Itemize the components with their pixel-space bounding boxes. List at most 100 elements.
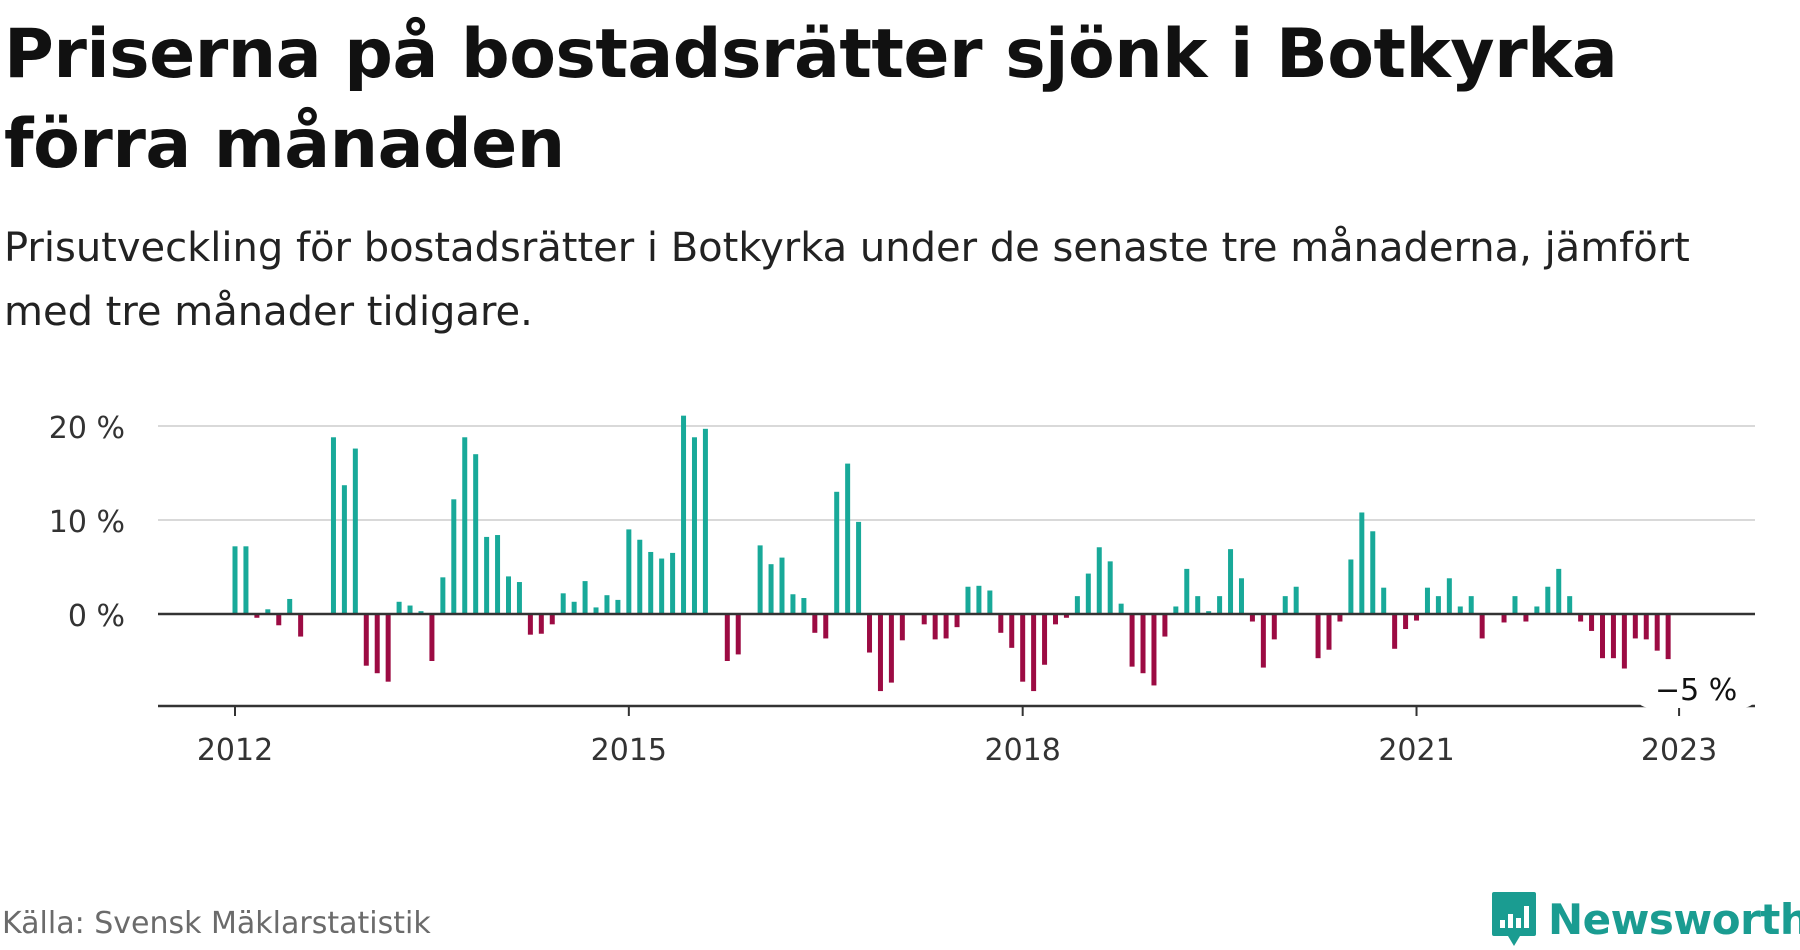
bar xyxy=(1085,573,1091,614)
chart-title: Priserna på bostadsrätter sjönk i Botkyr… xyxy=(4,15,1618,184)
bar xyxy=(1348,559,1354,614)
bar xyxy=(823,614,829,639)
bar xyxy=(385,614,391,682)
bar xyxy=(1370,531,1376,614)
bar xyxy=(1260,614,1266,668)
bar xyxy=(560,593,566,614)
bar xyxy=(1195,596,1201,614)
y-tick-label: 10 % xyxy=(49,505,125,540)
bar xyxy=(1053,614,1058,625)
bar xyxy=(462,437,468,614)
bar xyxy=(1173,606,1179,614)
bar xyxy=(538,614,544,634)
bar xyxy=(812,614,818,633)
bar xyxy=(407,605,413,614)
bar xyxy=(1271,614,1277,640)
bar xyxy=(440,577,446,614)
bar xyxy=(516,582,522,614)
bar xyxy=(954,614,960,628)
bar-chart: 0 % 10 % 20 % 2012 2015 2018 2021 2023 −5 % xyxy=(49,411,1759,768)
bar xyxy=(998,614,1004,633)
last-value-label-bg xyxy=(1634,670,1759,708)
bar xyxy=(1479,614,1485,639)
bar xyxy=(1392,614,1398,649)
last-value-label: −5 % xyxy=(1655,673,1737,708)
bar xyxy=(1096,547,1102,614)
brand-name: Newsworthy xyxy=(1548,894,1800,944)
bar xyxy=(1556,568,1562,614)
bar xyxy=(429,614,435,661)
bar xyxy=(330,437,336,614)
bar xyxy=(1578,614,1584,622)
bar xyxy=(757,545,763,614)
bar xyxy=(1435,596,1441,614)
x-tick-label: 2012 xyxy=(197,733,273,768)
bar xyxy=(451,499,457,614)
bar xyxy=(549,614,555,625)
bar xyxy=(604,595,610,614)
bar xyxy=(1107,561,1113,614)
bar xyxy=(1589,614,1595,631)
bar xyxy=(1446,578,1452,614)
brand-logo[interactable]: Newsworthy xyxy=(1490,888,1800,950)
bar xyxy=(1468,596,1474,614)
bar xyxy=(1238,578,1244,614)
bar xyxy=(527,614,533,635)
bar xyxy=(867,614,873,653)
bar xyxy=(363,614,369,666)
bar xyxy=(473,454,479,614)
bar xyxy=(1162,614,1168,637)
bar xyxy=(921,614,927,625)
bar xyxy=(506,576,511,614)
bar xyxy=(1206,611,1212,614)
bar xyxy=(637,539,643,614)
bar xyxy=(976,585,982,614)
bar xyxy=(265,609,271,614)
bar xyxy=(374,614,380,674)
bar xyxy=(1063,614,1069,618)
bar xyxy=(1129,614,1135,667)
bar xyxy=(1359,512,1365,614)
bar xyxy=(1643,614,1649,640)
bar xyxy=(670,552,676,614)
bar xyxy=(1632,614,1638,639)
bar xyxy=(254,614,260,618)
bar xyxy=(1654,614,1660,651)
bar xyxy=(1326,614,1332,650)
bar xyxy=(681,415,687,614)
bar xyxy=(298,614,304,637)
bar xyxy=(276,614,282,626)
bar xyxy=(779,557,785,614)
source-note: Källa: Svensk Mäklarstatistik xyxy=(2,906,431,941)
bar xyxy=(1424,587,1430,614)
bar xyxy=(1545,586,1551,614)
bar xyxy=(768,564,774,614)
bar xyxy=(341,485,347,614)
x-tick-label: 2015 xyxy=(591,733,667,768)
bar xyxy=(1523,614,1529,622)
bar xyxy=(495,535,501,614)
bar xyxy=(396,601,402,614)
x-tick-label: 2023 xyxy=(1641,733,1717,768)
bar xyxy=(724,614,730,661)
bar xyxy=(287,598,293,614)
bar xyxy=(1414,614,1420,621)
bar xyxy=(1074,596,1080,614)
bar xyxy=(877,614,883,692)
bar xyxy=(932,614,938,640)
bar xyxy=(243,546,249,614)
bar-layer xyxy=(232,415,1671,692)
x-tick-label: 2018 xyxy=(985,733,1061,768)
grid-layer xyxy=(158,425,1755,521)
y-tick-label: 20 % xyxy=(49,411,125,446)
bar xyxy=(845,463,851,614)
bar xyxy=(1621,614,1627,669)
bar xyxy=(352,448,358,614)
chart-subtitle: Prisutveckling för bostadsrätter i Botky… xyxy=(4,225,1690,335)
bar xyxy=(1217,596,1223,614)
bar xyxy=(1567,596,1573,614)
bar xyxy=(943,614,949,639)
bar xyxy=(571,601,577,614)
bar xyxy=(582,581,588,614)
bar xyxy=(418,611,424,614)
